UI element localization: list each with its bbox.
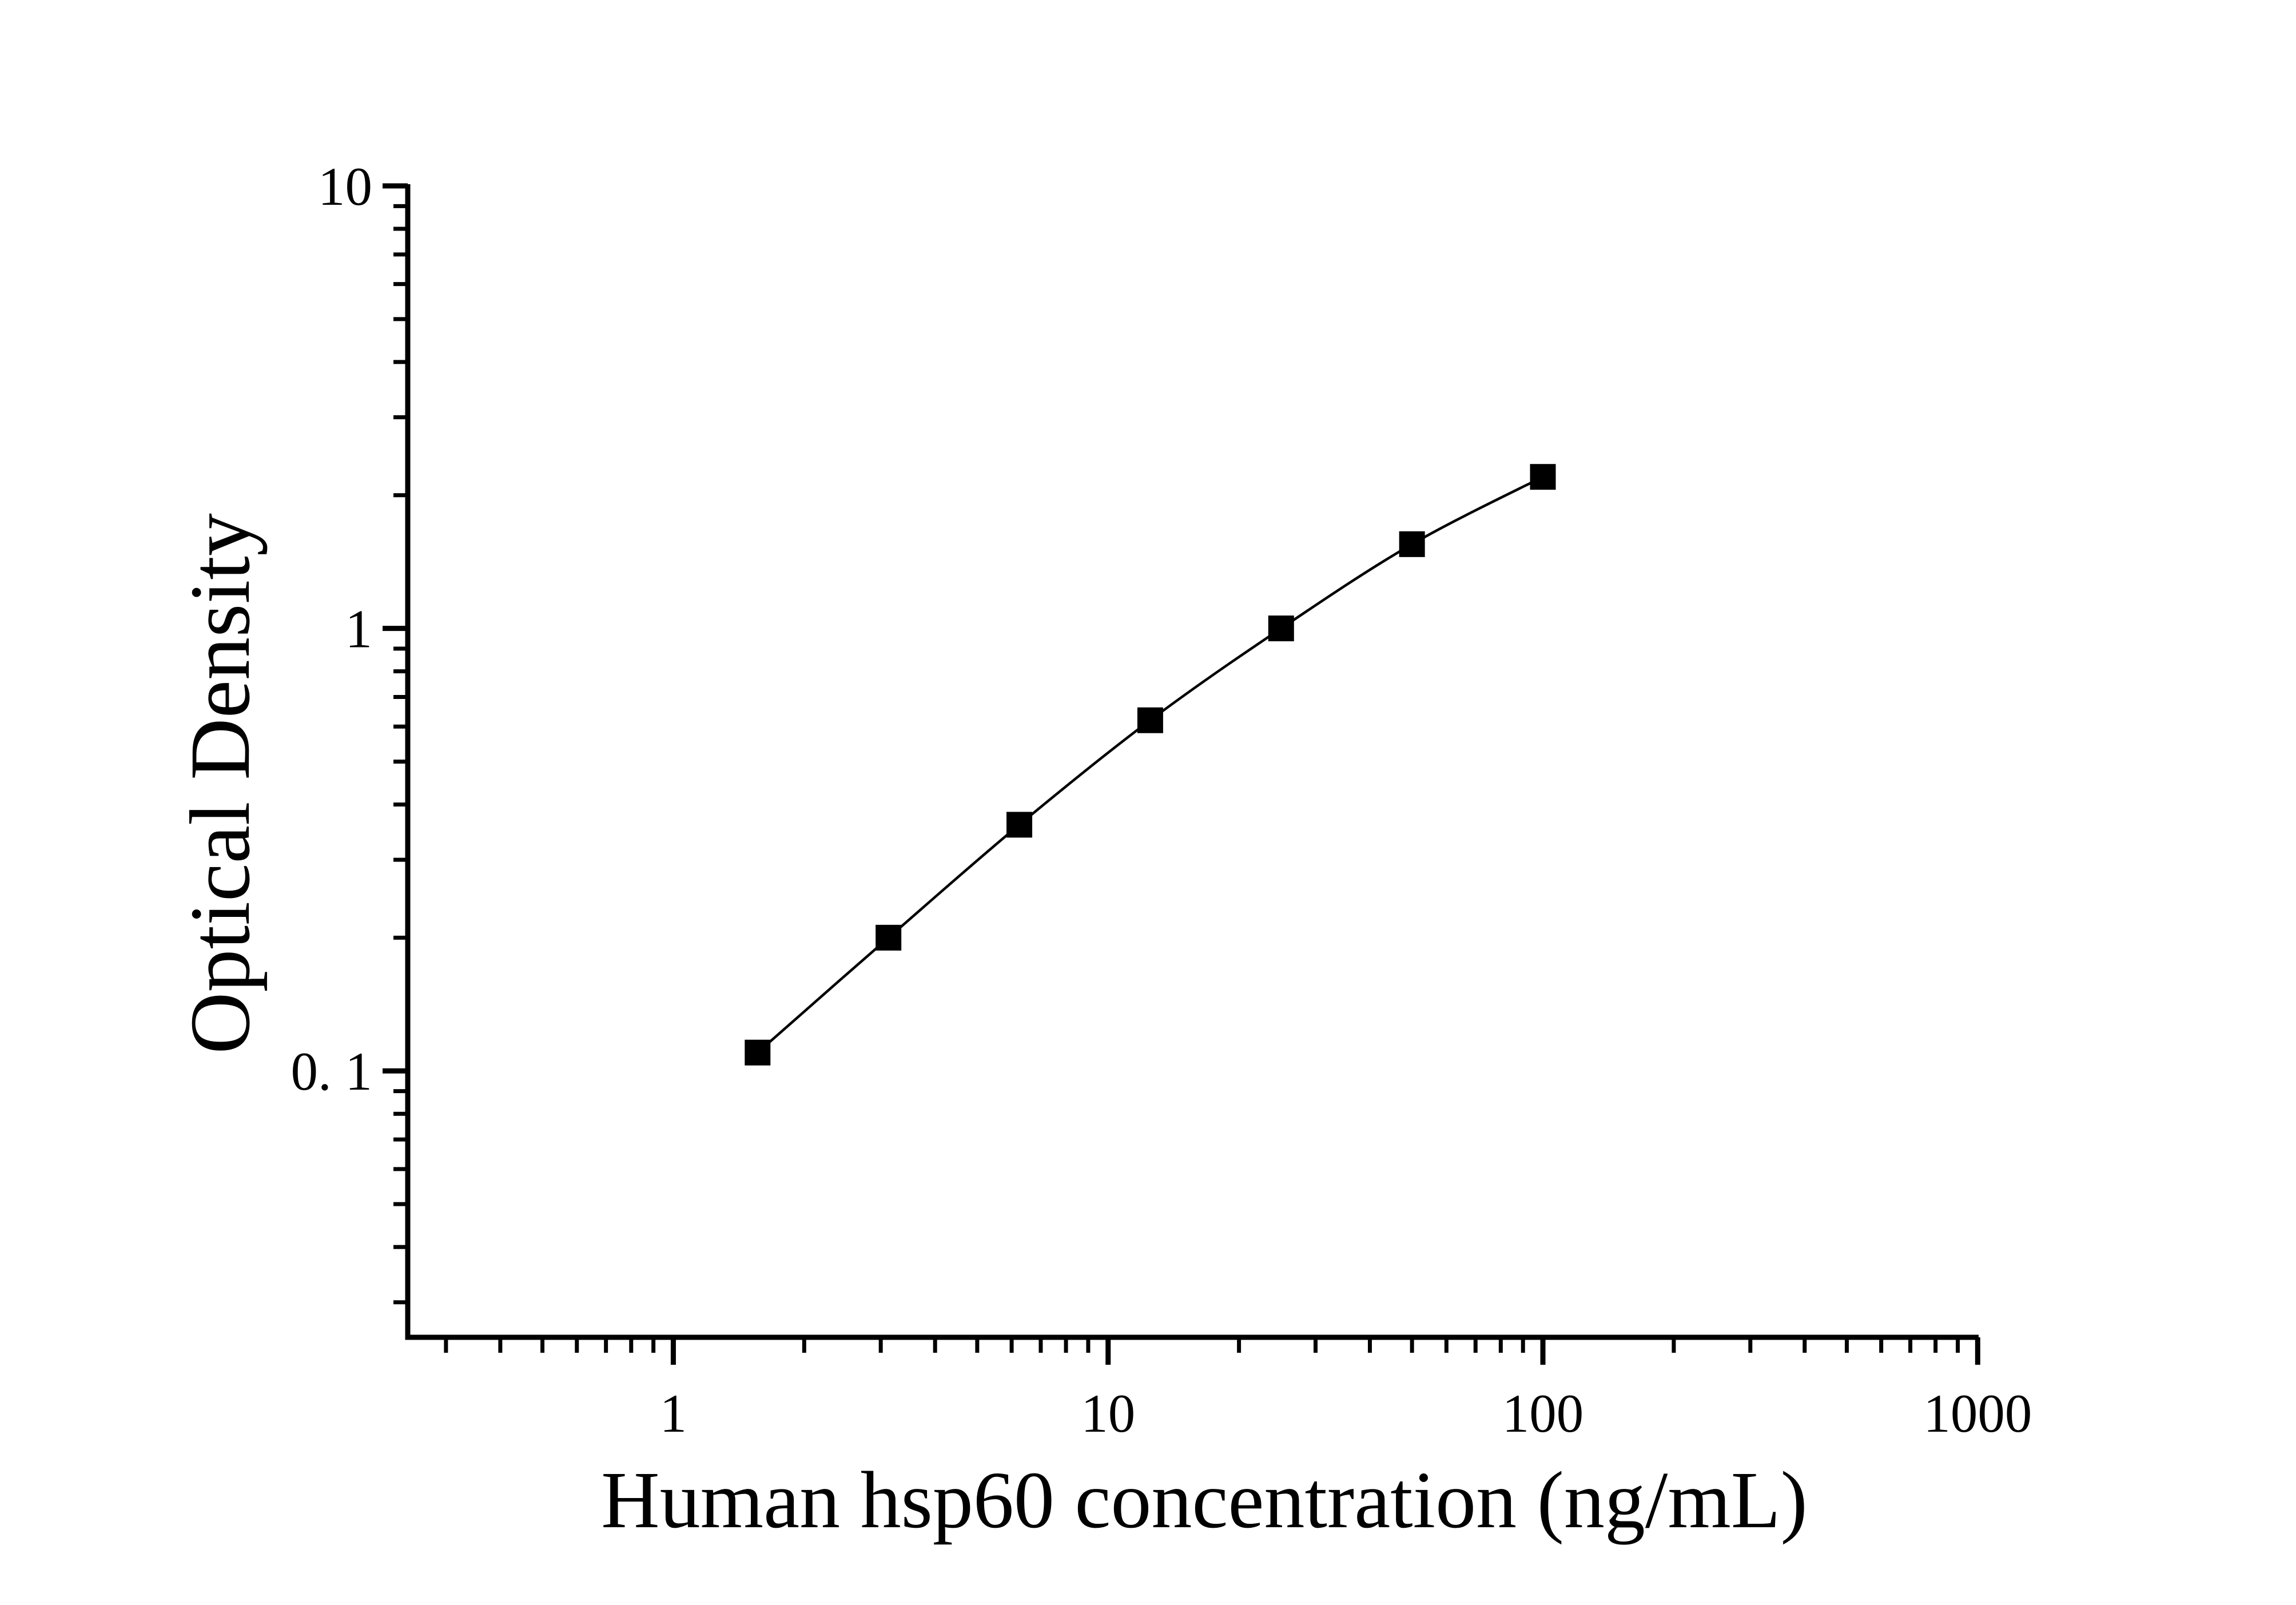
data-point-marker: [1268, 615, 1294, 642]
x-tick-label: 1: [660, 1383, 687, 1444]
x-tick-label: 1000: [1923, 1383, 2032, 1444]
x-tick-label: 10: [1081, 1383, 1135, 1444]
data-point-marker: [1399, 531, 1425, 557]
standard-curve-line: [757, 475, 1544, 1054]
y-tick-label: 10: [318, 156, 372, 217]
data-point-marker: [876, 924, 902, 951]
data-point-marker: [745, 1039, 771, 1066]
y-tick-label: 1: [345, 599, 373, 660]
y-tick-label: 0. 1: [291, 1041, 373, 1102]
data-point-marker: [1006, 812, 1033, 838]
x-axis-title: Human hsp60 concentration (ng/mL): [601, 1455, 1808, 1545]
data-point-marker: [1530, 464, 1556, 490]
x-tick-label: 100: [1502, 1383, 1584, 1444]
data-point-marker: [1137, 707, 1163, 733]
y-axis-title: Optical Density: [173, 513, 268, 1054]
